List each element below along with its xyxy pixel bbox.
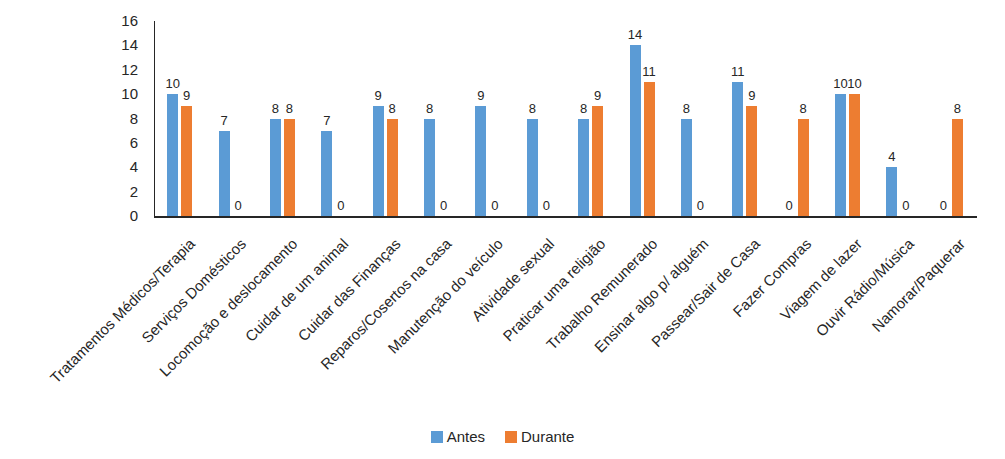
grouped-bar-chart: 0246810121416 10970887098809080891411801… xyxy=(0,0,1005,459)
bar-antes xyxy=(835,94,846,216)
bar-durante xyxy=(387,119,398,217)
bar-durante xyxy=(181,106,192,216)
y-axis-tick-label: 10 xyxy=(98,85,138,103)
y-axis-tick-label: 12 xyxy=(98,61,138,79)
data-label: 8 xyxy=(516,101,548,116)
y-axis-tick-label: 8 xyxy=(98,110,138,128)
bar-durante xyxy=(644,82,655,216)
data-label: 8 xyxy=(414,101,446,116)
data-label: 9 xyxy=(465,88,497,103)
data-label: 0 xyxy=(428,198,460,213)
data-label: 10 xyxy=(839,76,871,91)
data-label: 0 xyxy=(325,198,357,213)
data-label: 11 xyxy=(722,64,754,79)
data-label: 0 xyxy=(530,198,562,213)
legend-label-durante: Durante xyxy=(521,429,574,445)
data-label: 0 xyxy=(890,198,922,213)
y-axis-tick-label: 4 xyxy=(98,158,138,176)
data-label: 9 xyxy=(582,88,614,103)
data-label: 0 xyxy=(479,198,511,213)
y-axis-tick-label: 16 xyxy=(98,12,138,30)
legend: Antes Durante xyxy=(0,429,1005,445)
data-label: 8 xyxy=(941,101,973,116)
bar-durante xyxy=(849,94,860,216)
bar-durante xyxy=(798,119,809,217)
bar-antes xyxy=(373,106,384,216)
y-axis-tick-label: 2 xyxy=(98,183,138,201)
data-label: 8 xyxy=(376,101,408,116)
bar-antes xyxy=(578,119,589,217)
data-label: 0 xyxy=(222,198,254,213)
bar-durante xyxy=(284,119,295,217)
data-label: 8 xyxy=(273,101,305,116)
data-label: 0 xyxy=(684,198,716,213)
legend-item-durante: Durante xyxy=(505,429,574,445)
bar-durante xyxy=(746,106,757,216)
bar-durante xyxy=(592,106,603,216)
data-label: 7 xyxy=(208,113,240,128)
legend-swatch-antes xyxy=(431,431,443,443)
data-label: 8 xyxy=(787,101,819,116)
bar-antes xyxy=(270,119,281,217)
legend-label-antes: Antes xyxy=(447,429,485,445)
data-label: 7 xyxy=(311,113,343,128)
legend-item-antes: Antes xyxy=(431,429,485,445)
data-label: 8 xyxy=(670,101,702,116)
bar-antes xyxy=(167,94,178,216)
data-label: 9 xyxy=(736,88,768,103)
y-axis-tick-label: 0 xyxy=(98,207,138,225)
data-label: 4 xyxy=(876,149,908,164)
legend-swatch-durante xyxy=(505,431,517,443)
data-label: 14 xyxy=(619,27,651,42)
data-label: 9 xyxy=(171,88,203,103)
y-axis-tick-label: 6 xyxy=(98,134,138,152)
data-label: 11 xyxy=(633,64,665,79)
bar-durante xyxy=(952,119,963,217)
y-axis-tick-label: 14 xyxy=(98,36,138,54)
